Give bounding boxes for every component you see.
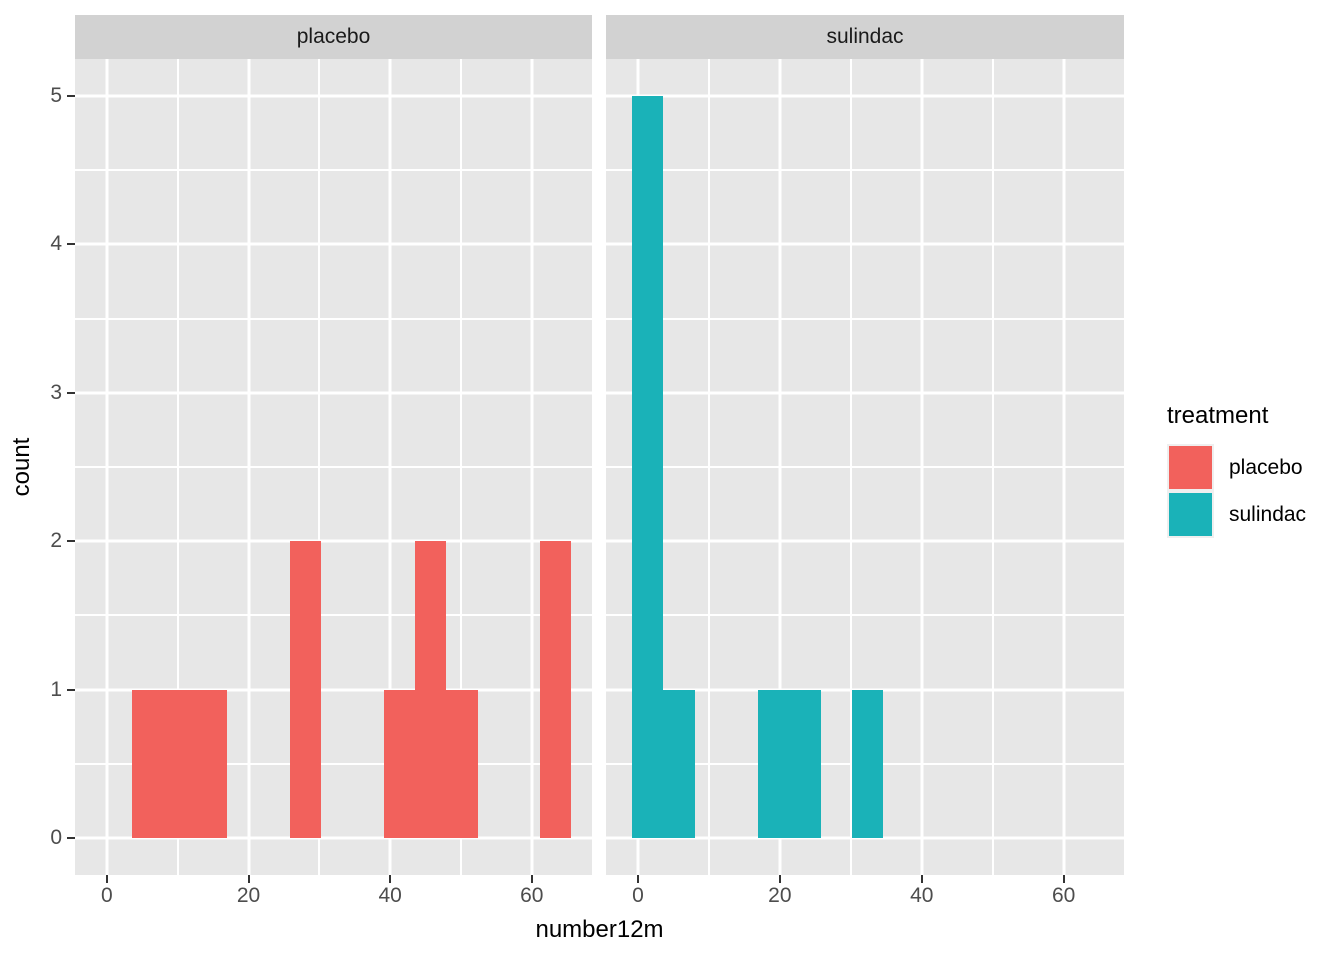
legend-entries: placebo sulindac	[1167, 444, 1306, 538]
x-tick-mark	[530, 875, 533, 883]
y-minor-gridline	[606, 466, 1124, 468]
y-major-gridline	[75, 391, 592, 395]
y-major-gridline	[606, 688, 1124, 692]
y-tick-label: 1	[50, 677, 62, 701]
histogram-bar	[852, 689, 884, 838]
y-major-gridline	[606, 539, 1124, 543]
histogram-bar	[383, 689, 415, 838]
y-minor-gridline	[606, 614, 1124, 617]
y-major-gridline	[606, 94, 1124, 98]
panel-sulindac	[606, 59, 1124, 875]
histogram-bar	[789, 689, 821, 838]
y-axis-title: count	[8, 437, 35, 497]
y-tick-label: 4	[50, 232, 62, 256]
y-tick-mark	[67, 95, 75, 98]
x-tick-mark	[1062, 875, 1065, 883]
x-tick-label: 20	[768, 884, 792, 907]
y-tick-mark	[67, 540, 75, 543]
y-minor-gridline	[75, 466, 592, 468]
x-tick-mark	[389, 875, 392, 883]
y-tick-label: 3	[50, 380, 62, 404]
x-tick-label: 40	[378, 884, 402, 907]
facet-strip-label: placebo	[296, 25, 371, 48]
x-major-gridline	[920, 59, 924, 875]
x-major-gridline	[388, 59, 392, 875]
histogram-bar	[164, 689, 196, 838]
x-tick-label: 20	[236, 884, 261, 907]
x-major-gridline	[530, 59, 534, 875]
x-tick-label: 40	[910, 884, 934, 907]
x-tick-label: 0	[101, 884, 113, 907]
histogram-bar	[663, 689, 696, 838]
y-tick-mark	[67, 391, 75, 394]
histogram-bar	[632, 96, 664, 838]
x-tick-label: 60	[1051, 884, 1076, 907]
y-major-gridline	[606, 391, 1124, 395]
histogram-bar	[195, 689, 227, 838]
y-tick-label: 5	[50, 84, 62, 108]
legend-entry-placebo: placebo	[1167, 444, 1306, 491]
y-minor-gridline	[75, 762, 592, 765]
x-major-gridline	[247, 59, 250, 875]
y-minor-gridline	[75, 614, 592, 617]
y-minor-gridline	[606, 169, 1124, 172]
y-tick-mark	[67, 688, 75, 691]
x-tick-mark	[105, 875, 108, 883]
y-minor-gridline	[606, 317, 1124, 320]
legend-key	[1167, 444, 1214, 491]
x-tick-mark	[247, 875, 250, 883]
x-axis-title: number12m	[535, 916, 664, 943]
x-tick-mark	[920, 875, 923, 883]
legend-title: treatment	[1167, 402, 1269, 429]
y-major-gridline	[75, 242, 592, 246]
histogram-bar	[757, 689, 790, 838]
legend-entry-sulindac: sulindac	[1167, 491, 1306, 538]
x-tick-label: 0	[632, 884, 644, 907]
histogram-bar	[446, 689, 478, 838]
legend: treatment placebo sulindac	[1167, 402, 1306, 538]
histogram-bar	[414, 541, 447, 838]
x-major-gridline	[105, 59, 109, 875]
y-major-gridline	[75, 688, 592, 692]
facet-strip-sulindac: sulindac	[606, 15, 1124, 59]
y-major-gridline	[75, 94, 592, 98]
y-minor-gridline	[75, 317, 592, 320]
histogram-bar	[132, 689, 165, 838]
x-tick-mark	[778, 875, 781, 883]
legend-swatch-sulindac-icon	[1169, 493, 1212, 536]
y-tick-mark	[67, 243, 75, 246]
y-tick-label: 0	[50, 825, 62, 849]
y-major-gridline	[75, 539, 592, 543]
x-major-gridline	[778, 59, 782, 875]
y-major-gridline	[75, 836, 592, 840]
x-tick-label: 60	[520, 884, 544, 907]
legend-entry-label: sulindac	[1229, 502, 1307, 526]
panel-placebo	[75, 59, 592, 875]
y-tick-label: 2	[50, 529, 62, 553]
x-major-gridline	[1062, 59, 1066, 875]
x-tick-mark	[636, 875, 639, 883]
histogram-bar	[289, 541, 321, 838]
y-tick-mark	[67, 836, 75, 839]
legend-swatch-placebo-icon	[1169, 446, 1212, 489]
y-major-gridline	[606, 242, 1124, 246]
y-minor-gridline	[75, 169, 592, 172]
legend-entry-label: placebo	[1229, 455, 1303, 479]
facet-strip-label: sulindac	[826, 25, 904, 48]
y-major-gridline	[606, 836, 1124, 840]
legend-key	[1167, 491, 1214, 538]
histogram-bar	[540, 541, 572, 838]
facet-strip-placebo: placebo	[75, 15, 592, 59]
